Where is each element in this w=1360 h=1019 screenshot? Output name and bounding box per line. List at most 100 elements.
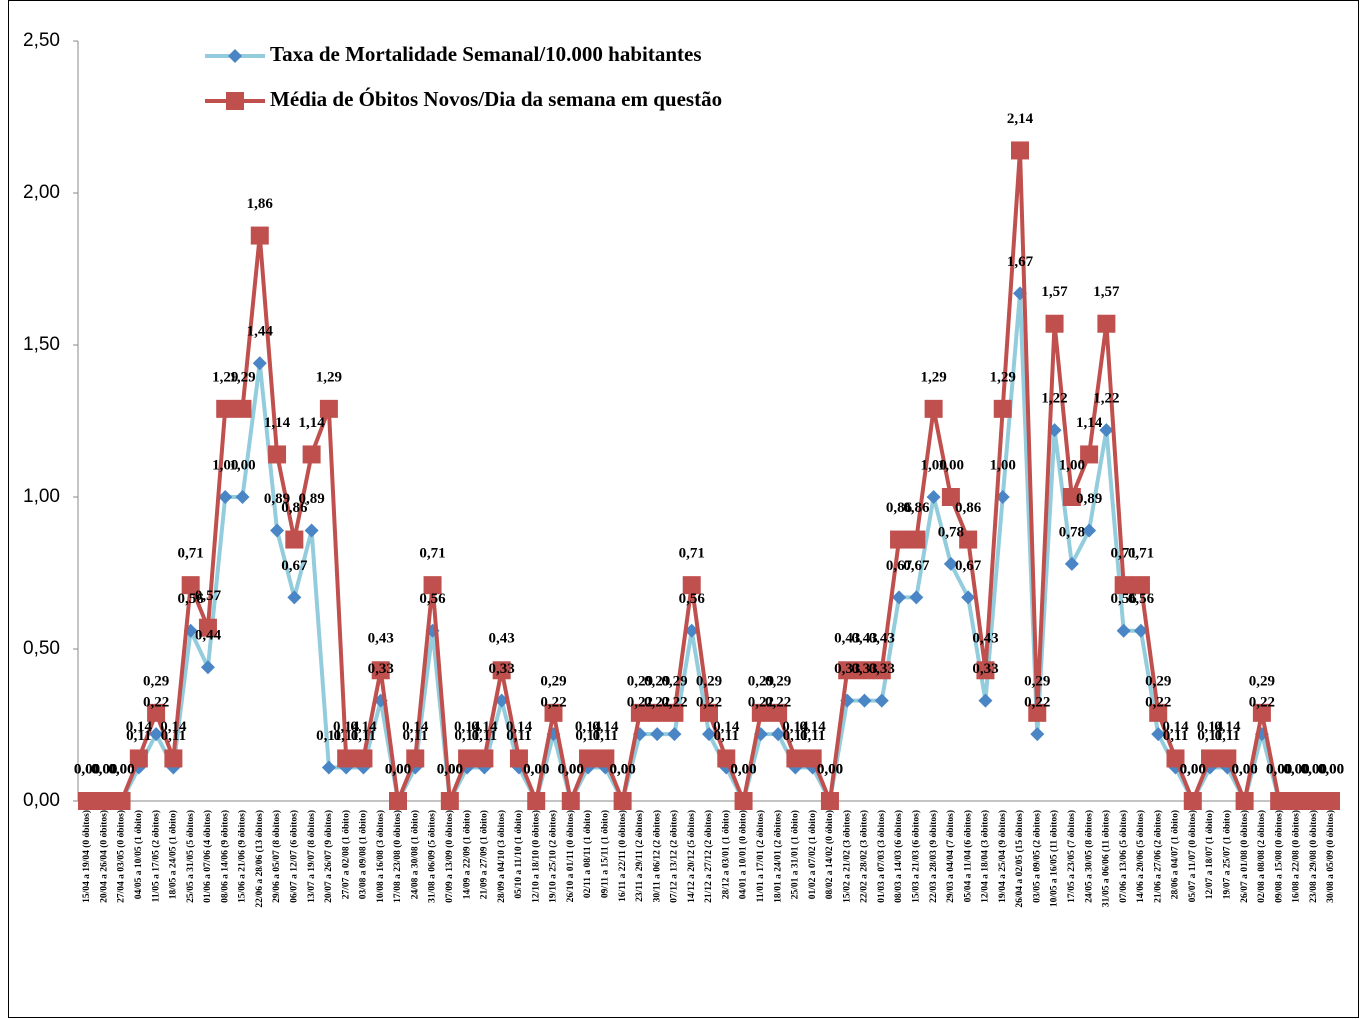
marker bbox=[1183, 792, 1202, 810]
data-label: 0,00 bbox=[1266, 761, 1292, 777]
x-tick-label: 08/06 a 14/06 (9 óbitos) bbox=[219, 810, 230, 903]
data-label: 0,00 bbox=[1231, 761, 1257, 777]
x-tick-label: 14/09 a 22/09 (1 óbito) bbox=[461, 810, 472, 899]
marker bbox=[1062, 488, 1081, 506]
data-label: 0,56 bbox=[1128, 591, 1155, 607]
data-label: 0,29 bbox=[661, 673, 687, 689]
data-label: 0,14 bbox=[782, 719, 809, 735]
x-tick-label: 25/05 a 31/05 (5 óbitos) bbox=[185, 810, 196, 903]
marker bbox=[1252, 703, 1271, 722]
marker bbox=[304, 523, 319, 538]
data-label: 1,29 bbox=[316, 369, 342, 385]
data-label: 0,56 bbox=[178, 591, 205, 607]
data-label: 0,00 bbox=[1180, 761, 1206, 777]
y-tick-label: 2,00 bbox=[23, 182, 60, 203]
data-label: 1,14 bbox=[1076, 415, 1103, 431]
x-tick-label: 09/08 a 15/08 (0 óbitos) bbox=[1273, 810, 1284, 903]
x-tick-label: 12/04 a 18/04 (3 óbitos) bbox=[980, 810, 991, 903]
data-label: 1,44 bbox=[247, 324, 274, 340]
marker bbox=[509, 749, 528, 768]
data-label: 0,14 bbox=[333, 719, 360, 735]
marker bbox=[1064, 556, 1079, 571]
x-tick-label: 08/03 a 14/03 (6 óbitos) bbox=[893, 810, 904, 903]
x-tick-label: 07/09 a 13/09 (0 óbitos) bbox=[444, 810, 455, 903]
data-label: 0,14 bbox=[350, 719, 377, 735]
marker bbox=[406, 749, 425, 768]
marker bbox=[1030, 727, 1045, 742]
marker bbox=[1045, 314, 1064, 333]
data-label: 0,29 bbox=[1024, 673, 1050, 689]
data-label: 0,00 bbox=[108, 761, 134, 777]
data-label: 0,33 bbox=[851, 661, 877, 677]
data-label: 0,67 bbox=[281, 558, 308, 574]
data-label: 1,29 bbox=[990, 369, 1016, 385]
marker bbox=[544, 703, 563, 722]
data-label: 0,14 bbox=[471, 719, 498, 735]
data-label: 0,43 bbox=[834, 631, 860, 647]
marker bbox=[702, 727, 716, 742]
x-tick-label: 14/12 a 20/12 (5 óbitos) bbox=[686, 810, 697, 903]
marker bbox=[959, 530, 978, 549]
data-label: 1,00 bbox=[212, 457, 238, 473]
x-tick-label: 07/06 a 13/06 (5 óbitos) bbox=[1118, 810, 1129, 903]
marker bbox=[287, 590, 302, 605]
data-label: 0,14 bbox=[160, 719, 187, 735]
data-label: 0,14 bbox=[713, 719, 740, 735]
data-label: 1,29 bbox=[212, 369, 238, 385]
data-label: 0,00 bbox=[1301, 761, 1327, 777]
x-tick-label: 04/05 a 10/05 (1 óbito) bbox=[133, 810, 144, 899]
data-label: 0,29 bbox=[143, 673, 169, 689]
data-label: 1,86 bbox=[247, 196, 274, 212]
x-tick-label: 15/06 a 21/06 (9 óbitos) bbox=[237, 810, 248, 903]
data-label: 1,57 bbox=[1041, 284, 1068, 300]
x-tick-label: 02/08 a 08/08 (2 óbitos) bbox=[1256, 810, 1267, 903]
x-tick-label: 28/06 a 04/07 (1 óbito) bbox=[1170, 810, 1181, 899]
x-tick-label: 24/05 a 30/05 (8 óbitos) bbox=[1083, 810, 1094, 903]
x-tick-label: 12/07 a 18/07 (1 óbito) bbox=[1204, 810, 1215, 899]
data-label: 0,56 bbox=[1111, 591, 1138, 607]
x-tick-label: 21/12 a 27/12 (2 óbitos) bbox=[703, 810, 714, 903]
data-label: 0,00 bbox=[523, 761, 549, 777]
marker bbox=[682, 576, 701, 595]
data-label: 1,29 bbox=[229, 369, 255, 385]
marker bbox=[838, 661, 857, 680]
marker bbox=[978, 693, 993, 708]
marker bbox=[337, 749, 356, 768]
data-label: 0,14 bbox=[1197, 719, 1224, 735]
chart-border bbox=[8, 0, 1359, 1018]
marker bbox=[147, 703, 166, 722]
x-tick-label: 15/03 a 21/03 (6 óbitos) bbox=[911, 810, 922, 903]
data-label: 0,56 bbox=[679, 591, 706, 607]
marker bbox=[218, 490, 233, 504]
marker bbox=[700, 703, 718, 722]
marker bbox=[149, 727, 164, 742]
marker bbox=[1028, 703, 1047, 722]
x-tick-label: 01/02 a 07/02 (1 óbito) bbox=[807, 810, 818, 899]
marker bbox=[371, 661, 390, 680]
marker bbox=[200, 660, 215, 675]
x-tick-label: 26/10 a 01/11 (0 óbitos) bbox=[565, 810, 576, 902]
x-tick-label: 10/05 a 16/05 (11 óbitos) bbox=[1049, 810, 1060, 907]
x-tick-label: 17/05 a 23/05 (7 óbitos) bbox=[1066, 810, 1077, 903]
data-label: 0,86 bbox=[281, 500, 308, 516]
data-label: 0,86 bbox=[903, 500, 930, 516]
x-tick-label: 07/12 a 13/12 (2 óbitos) bbox=[669, 810, 680, 903]
x-tick-label: 18/01 a 24/01 (2 óbitos) bbox=[772, 810, 783, 903]
x-tick-label: 23/08 a 29/08 (0 óbitos) bbox=[1308, 810, 1319, 903]
marker bbox=[270, 523, 285, 538]
data-label: 0,29 bbox=[1249, 673, 1275, 689]
x-tick-label: 05/10 a 11/10 (1 óbito) bbox=[513, 810, 524, 899]
marker bbox=[78, 792, 96, 810]
data-label: 0,11 bbox=[316, 728, 341, 744]
x-tick-label: 05/07 a 11/07 (0 óbitos) bbox=[1187, 810, 1198, 902]
marker bbox=[268, 445, 287, 464]
marker bbox=[1133, 623, 1148, 638]
x-tick-label: 08/02 a 14/02 (0 óbito) bbox=[824, 810, 835, 899]
x-tick-label: 06/07 a 12/07 (6 óbitos) bbox=[289, 810, 300, 903]
marker bbox=[855, 661, 874, 680]
marker bbox=[857, 693, 872, 708]
marker bbox=[95, 792, 114, 810]
marker bbox=[181, 576, 200, 595]
marker bbox=[751, 703, 770, 722]
